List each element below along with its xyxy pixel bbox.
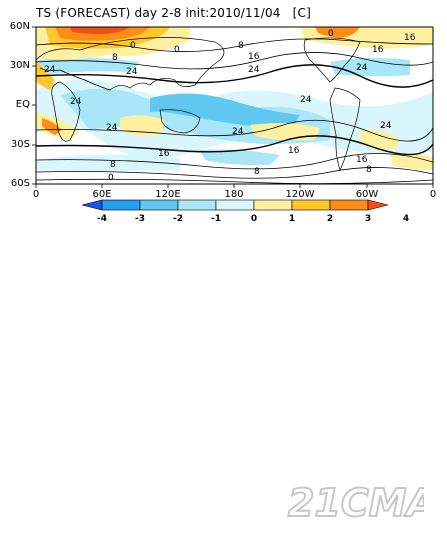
contour-label: 24 — [44, 65, 56, 75]
lon-label: 120W — [285, 189, 315, 200]
lon-label: 60E — [92, 189, 112, 200]
contour-label: 8 — [238, 41, 244, 51]
contour-label: 16 — [288, 146, 300, 156]
lat-label: 60S — [10, 178, 30, 189]
contour-label: 24 — [232, 127, 244, 137]
contour-label: 8 — [366, 165, 372, 175]
colorbar-segment — [367, 199, 389, 211]
contour-label: 24 — [356, 63, 368, 73]
axis-ticks — [32, 26, 434, 188]
colorbar-tick-label: 2 — [327, 214, 333, 224]
contour-label: 24 — [70, 97, 82, 107]
colorbar: -4 -3 -2 -1 0 1 2 3 4 — [81, 199, 409, 224]
warm-anomaly-areas — [36, 27, 433, 170]
colorbar-tick-label: 0 — [251, 214, 257, 224]
contour-label: 8 — [110, 160, 116, 170]
contour-label: 0 — [328, 29, 334, 39]
colorbar-tick-label: 4 — [403, 214, 409, 224]
colorbar-tick-label: -1 — [211, 214, 221, 224]
colorbar-segment — [177, 199, 217, 211]
contour-label: 24 — [380, 121, 392, 131]
page-title: TS (FORECAST) day 2-8 init:2010/11/04 [C… — [36, 6, 312, 20]
contour-label: 0 — [108, 173, 114, 183]
colorbar-segment — [81, 199, 103, 211]
contour-label: 24 — [248, 65, 260, 75]
colorbar-tick-label: -2 — [173, 214, 183, 224]
contour-label: 16 — [372, 45, 384, 55]
colorbar-tick-label: -4 — [97, 214, 107, 224]
colorbar-segment — [253, 199, 293, 211]
lon-label: 0 — [429, 189, 437, 200]
contour-label: 16 — [158, 149, 170, 159]
lat-label: 30S — [10, 139, 30, 150]
lat-label: 30N — [9, 60, 30, 71]
colorbar-segment — [101, 199, 141, 211]
colorbar-tick-label: -3 — [135, 214, 145, 224]
colorbar-tick-label: 1 — [289, 214, 295, 224]
colorbar-tick-label: 3 — [365, 214, 371, 224]
contour-label: 16 — [404, 33, 416, 43]
lon-label: 120E — [155, 189, 181, 200]
lon-label: 0 — [32, 189, 40, 200]
lon-label: 180 — [224, 189, 244, 200]
contour-label: 8 — [112, 53, 118, 63]
contour-label: 0 — [174, 45, 180, 55]
contour-label: 16 — [356, 155, 368, 165]
cool-anomaly-areas — [36, 57, 433, 171]
lon-label: 60W — [355, 189, 379, 200]
lat-label: 60N — [9, 21, 30, 32]
colorbar-segment — [329, 199, 369, 211]
colorbar-segment — [291, 199, 331, 211]
contour-label: 0 — [130, 41, 136, 51]
contour-label: 16 — [248, 52, 260, 62]
temperature-contours — [36, 38, 433, 184]
colorbar-segment — [139, 199, 179, 211]
contour-label: 24 — [106, 123, 118, 133]
watermark-text: 21CMA — [288, 481, 424, 524]
colorbar-segment — [215, 199, 255, 211]
contour-label: 24 — [300, 95, 312, 105]
contour-label: 8 — [254, 167, 260, 177]
watermark-logo: 21CMA — [287, 480, 424, 524]
contour-label: 24 — [126, 67, 138, 77]
lat-label: EQ — [15, 99, 30, 110]
map-frame — [35, 26, 434, 185]
contour-labels: 0 0 8 16 24 24 24 8 24 24 24 16 16 8 0 0… — [44, 29, 416, 183]
